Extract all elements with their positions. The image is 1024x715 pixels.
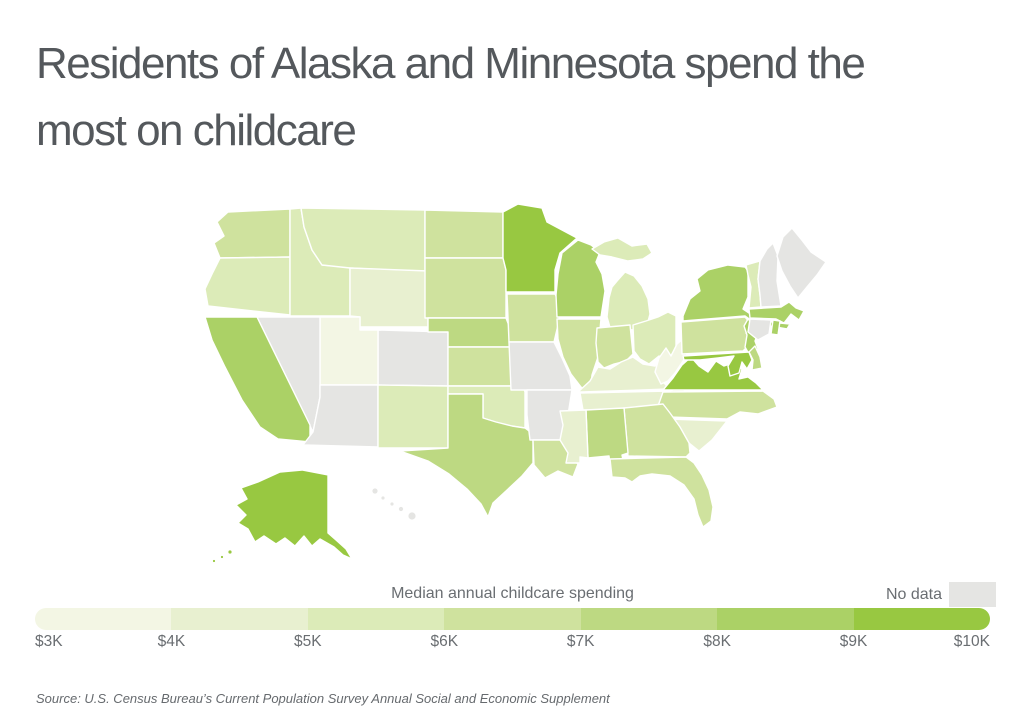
us-choropleth-map: [204, 203, 827, 563]
state-texas: [399, 393, 534, 518]
state-delaware: [748, 345, 763, 371]
state-north-dakota: [424, 209, 504, 259]
state-indiana: [595, 324, 634, 369]
state-virginia: [662, 356, 764, 391]
no-data-label: No data: [885, 586, 942, 603]
legend-tick-label: $4K: [157, 633, 186, 650]
legend-tick-label: $6K: [430, 633, 459, 650]
legend-color-segment: [35, 608, 172, 630]
legend-tick-label: $7K: [566, 633, 595, 650]
state-washington: [213, 208, 291, 259]
state-colorado: [377, 329, 449, 387]
legend-ticks: $3K $4K $5K $6K $7K $8K $9K $10K: [35, 633, 990, 653]
state-hawaii: [371, 487, 417, 521]
state-california: [204, 316, 311, 443]
state-alaska: [212, 469, 353, 563]
legend-color-segment: [444, 608, 581, 630]
legend-tick-label: $9K: [839, 633, 868, 650]
legend-tick-label: $5K: [294, 633, 322, 650]
state-maine: [776, 227, 827, 299]
state-oregon: [204, 256, 291, 316]
legend-tick-label: $3K: [35, 633, 63, 650]
state-iowa: [506, 293, 562, 343]
state-minnesota: [502, 203, 578, 293]
state-south-dakota: [424, 257, 507, 319]
legend-title: Median annual childcare spending: [391, 585, 634, 602]
legend-tick-label: $8K: [703, 633, 731, 650]
legend-color-segment: [171, 608, 308, 630]
state-rhode-island: [770, 319, 781, 336]
state-alabama: [585, 407, 629, 466]
state-mississippi: [559, 409, 589, 464]
state-connecticut: [747, 318, 772, 341]
state-montana: [300, 207, 426, 273]
state-massachusetts: [748, 301, 805, 324]
state-wisconsin: [555, 239, 606, 318]
source-attribution: Source: U.S. Census Bureau’s Current Pop…: [36, 691, 610, 706]
legend-color-segment: [717, 608, 854, 630]
page-title: Residents of Alaska and Minnesota spend …: [36, 39, 866, 155]
legend-color-segment: [307, 608, 445, 630]
state-new-hampshire: [757, 242, 782, 308]
state-maryland: [682, 351, 753, 377]
state-florida: [609, 456, 714, 528]
state-north-carolina: [657, 390, 778, 420]
state-georgia: [623, 403, 691, 458]
no-data-swatch: [949, 582, 996, 607]
legend-tick-label: $10K: [953, 633, 990, 650]
state-new-mexico: [377, 384, 449, 449]
state-wyoming: [349, 267, 429, 328]
state-missouri: [508, 341, 573, 391]
legend-color-segment: [853, 608, 990, 630]
state-pennsylvania: [680, 316, 753, 355]
legend-color-bar: [35, 608, 990, 630]
legend-color-segment: [580, 608, 718, 630]
